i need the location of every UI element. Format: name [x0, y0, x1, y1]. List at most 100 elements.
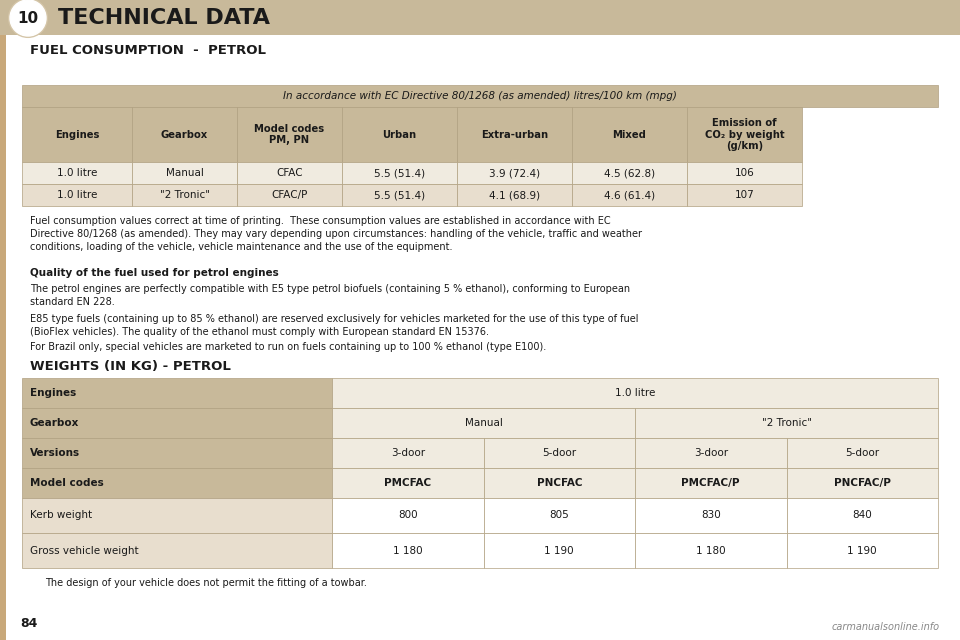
Bar	[635, 438, 786, 468]
Bar	[457, 107, 572, 162]
Text: For Brazil only, special vehicles are marketed to run on fuels containing up to : For Brazil only, special vehicles are ma…	[30, 342, 546, 352]
Text: 1 190: 1 190	[544, 545, 574, 556]
Bar	[332, 408, 635, 438]
Bar	[332, 378, 938, 408]
Text: Urban: Urban	[382, 129, 417, 140]
Bar	[237, 107, 342, 162]
Text: 3-door: 3-door	[391, 448, 425, 458]
Text: FUEL CONSUMPTION  -  PETROL: FUEL CONSUMPTION - PETROL	[30, 44, 266, 56]
Text: "2 Tronic": "2 Tronic"	[761, 418, 811, 428]
Text: WEIGHTS (IN KG) - PETROL: WEIGHTS (IN KG) - PETROL	[30, 360, 230, 373]
Text: "2 Tronic": "2 Tronic"	[159, 190, 209, 200]
Bar	[0, 35, 6, 640]
Text: 3-door: 3-door	[694, 448, 728, 458]
Text: CFAC: CFAC	[276, 168, 302, 178]
Text: 805: 805	[549, 511, 569, 520]
Bar	[237, 184, 342, 206]
Bar	[132, 162, 237, 184]
Bar	[332, 498, 484, 533]
Bar	[132, 107, 237, 162]
Text: 830: 830	[701, 511, 721, 520]
Text: Extra-urban: Extra-urban	[481, 129, 548, 140]
Bar	[786, 533, 938, 568]
Text: Mixed: Mixed	[612, 129, 646, 140]
Bar	[687, 107, 802, 162]
Bar	[22, 85, 938, 107]
Text: E85 type fuels (containing up to 85 % ethanol) are reserved exclusively for vehi: E85 type fuels (containing up to 85 % et…	[30, 314, 638, 324]
Bar	[786, 468, 938, 498]
Text: 1.0 litre: 1.0 litre	[57, 190, 97, 200]
Text: Gearbox: Gearbox	[30, 418, 80, 428]
Bar	[572, 107, 687, 162]
Circle shape	[10, 0, 46, 36]
Text: Directive 80/1268 (as amended). They may vary depending upon circumstances: hand: Directive 80/1268 (as amended). They may…	[30, 229, 642, 239]
Bar	[22, 533, 332, 568]
Bar	[332, 468, 484, 498]
Bar	[484, 533, 635, 568]
Text: Gearbox: Gearbox	[161, 129, 208, 140]
Text: 5-door: 5-door	[542, 448, 576, 458]
Text: The design of your vehicle does not permit the fitting of a towbar.: The design of your vehicle does not perm…	[45, 578, 367, 588]
Text: CFAC/P: CFAC/P	[272, 190, 308, 200]
Text: carmanualsonline.info: carmanualsonline.info	[832, 622, 940, 632]
Text: Model codes: Model codes	[30, 478, 104, 488]
Text: conditions, loading of the vehicle, vehicle maintenance and the use of the equip: conditions, loading of the vehicle, vehi…	[30, 242, 452, 252]
Bar	[457, 184, 572, 206]
Text: Kerb weight: Kerb weight	[30, 511, 92, 520]
Text: (BioFlex vehicles). The quality of the ethanol must comply with European standar: (BioFlex vehicles). The quality of the e…	[30, 327, 489, 337]
Bar	[22, 408, 332, 438]
Text: 1 180: 1 180	[393, 545, 422, 556]
Bar	[484, 438, 635, 468]
Text: 5.5 (51.4): 5.5 (51.4)	[374, 168, 425, 178]
Bar	[22, 107, 132, 162]
Text: 1 180: 1 180	[696, 545, 726, 556]
Text: 4.5 (62.8): 4.5 (62.8)	[604, 168, 655, 178]
Bar	[457, 162, 572, 184]
Text: 106: 106	[734, 168, 755, 178]
Text: Engines: Engines	[30, 388, 76, 398]
Text: PMCFAC/P: PMCFAC/P	[682, 478, 740, 488]
Text: TECHNICAL DATA: TECHNICAL DATA	[58, 8, 270, 28]
Bar	[484, 498, 635, 533]
Bar	[22, 184, 132, 206]
Text: Versions: Versions	[30, 448, 80, 458]
Bar	[22, 468, 332, 498]
Text: standard EN 228.: standard EN 228.	[30, 297, 115, 307]
Bar	[572, 184, 687, 206]
Bar	[786, 438, 938, 468]
Text: 1.0 litre: 1.0 litre	[614, 388, 655, 398]
Bar	[22, 438, 332, 468]
Bar	[132, 184, 237, 206]
Bar	[22, 378, 332, 408]
Text: 840: 840	[852, 511, 872, 520]
Text: 4.6 (61.4): 4.6 (61.4)	[604, 190, 655, 200]
Text: PNCFAC/P: PNCFAC/P	[834, 478, 891, 488]
Text: 3.9 (72.4): 3.9 (72.4)	[489, 168, 540, 178]
Bar	[635, 533, 786, 568]
Text: Manual: Manual	[165, 168, 204, 178]
Text: The petrol engines are perfectly compatible with E5 type petrol biofuels (contai: The petrol engines are perfectly compati…	[30, 284, 630, 294]
Text: 800: 800	[398, 511, 418, 520]
Bar	[484, 468, 635, 498]
Text: In accordance with EC Directive 80/1268 (as amended) litres/100 km (mpg): In accordance with EC Directive 80/1268 …	[283, 91, 677, 101]
Bar	[635, 468, 786, 498]
Bar	[332, 533, 484, 568]
Text: Gross vehicle weight: Gross vehicle weight	[30, 545, 138, 556]
Bar	[786, 498, 938, 533]
Text: 84: 84	[20, 617, 37, 630]
Text: PMCFAC: PMCFAC	[384, 478, 431, 488]
Bar	[635, 408, 938, 438]
Bar	[342, 184, 457, 206]
Text: 107: 107	[734, 190, 755, 200]
Bar	[342, 162, 457, 184]
Text: 1.0 litre: 1.0 litre	[57, 168, 97, 178]
Bar	[635, 498, 786, 533]
Text: 1 190: 1 190	[848, 545, 877, 556]
Bar	[22, 498, 332, 533]
Bar	[687, 162, 802, 184]
Bar	[332, 438, 484, 468]
Text: Emission of
CO₂ by weight
(g/km): Emission of CO₂ by weight (g/km)	[705, 118, 784, 151]
Text: Fuel consumption values correct at time of printing.  These consumption values a: Fuel consumption values correct at time …	[30, 216, 611, 226]
Bar	[22, 162, 132, 184]
Text: 5-door: 5-door	[845, 448, 879, 458]
